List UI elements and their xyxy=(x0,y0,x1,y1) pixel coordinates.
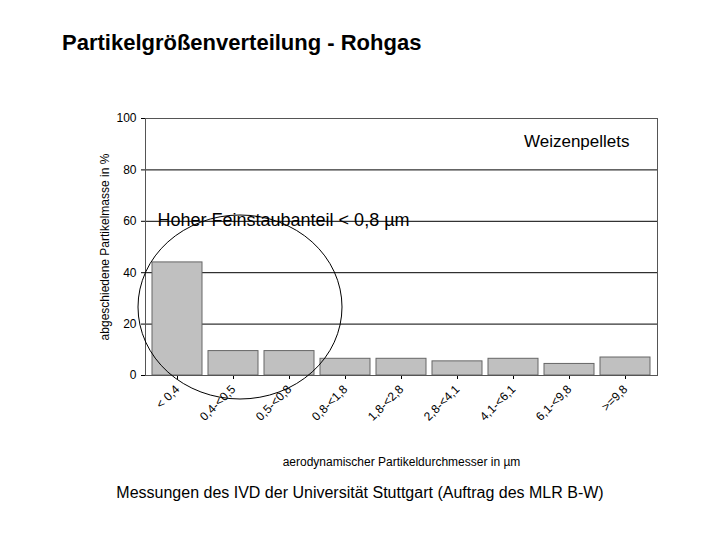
svg-text:40: 40 xyxy=(123,266,137,280)
svg-text:6,1-<9,8: 6,1-<9,8 xyxy=(533,382,575,424)
svg-text:1,8-<2,8: 1,8-<2,8 xyxy=(365,382,407,424)
svg-text:0,8-<1,8: 0,8-<1,8 xyxy=(309,382,351,424)
svg-text:2,8-<4,1: 2,8-<4,1 xyxy=(421,382,463,424)
svg-text:60: 60 xyxy=(123,214,137,228)
svg-text:< 0,4: < 0,4 xyxy=(153,382,182,411)
svg-text:Hoher Feinstaubanteil < 0,8 µm: Hoher Feinstaubanteil < 0,8 µm xyxy=(158,210,410,230)
svg-text:20: 20 xyxy=(123,317,137,331)
svg-text:0,5-<0,8: 0,5-<0,8 xyxy=(253,382,295,424)
html-text:Partikelgrößenverteilung - Roh: Partikelgrößenverteilung - Rohgas xyxy=(62,30,422,55)
svg-text:abgeschiedene Partikelmasse in: abgeschiedene Partikelmasse in % xyxy=(98,153,112,340)
svg-text:0,4-<0,5: 0,4-<0,5 xyxy=(197,382,239,424)
svg-text:80: 80 xyxy=(123,163,137,177)
svg-text:Weizenpellets: Weizenpellets xyxy=(524,132,630,151)
svg-text:0: 0 xyxy=(130,368,137,382)
svg-text:100: 100 xyxy=(116,111,136,125)
svg-text:aerodynamischer Partikeldurchm: aerodynamischer Partikeldurchmesser in µ… xyxy=(283,455,521,469)
svg-text:>=9,8: >=9,8 xyxy=(599,382,631,414)
svg-text:4,1-<6,1: 4,1-<6,1 xyxy=(477,382,519,424)
html-text:Messungen des IVD der Universi: Messungen des IVD der Universität Stuttg… xyxy=(116,484,604,501)
